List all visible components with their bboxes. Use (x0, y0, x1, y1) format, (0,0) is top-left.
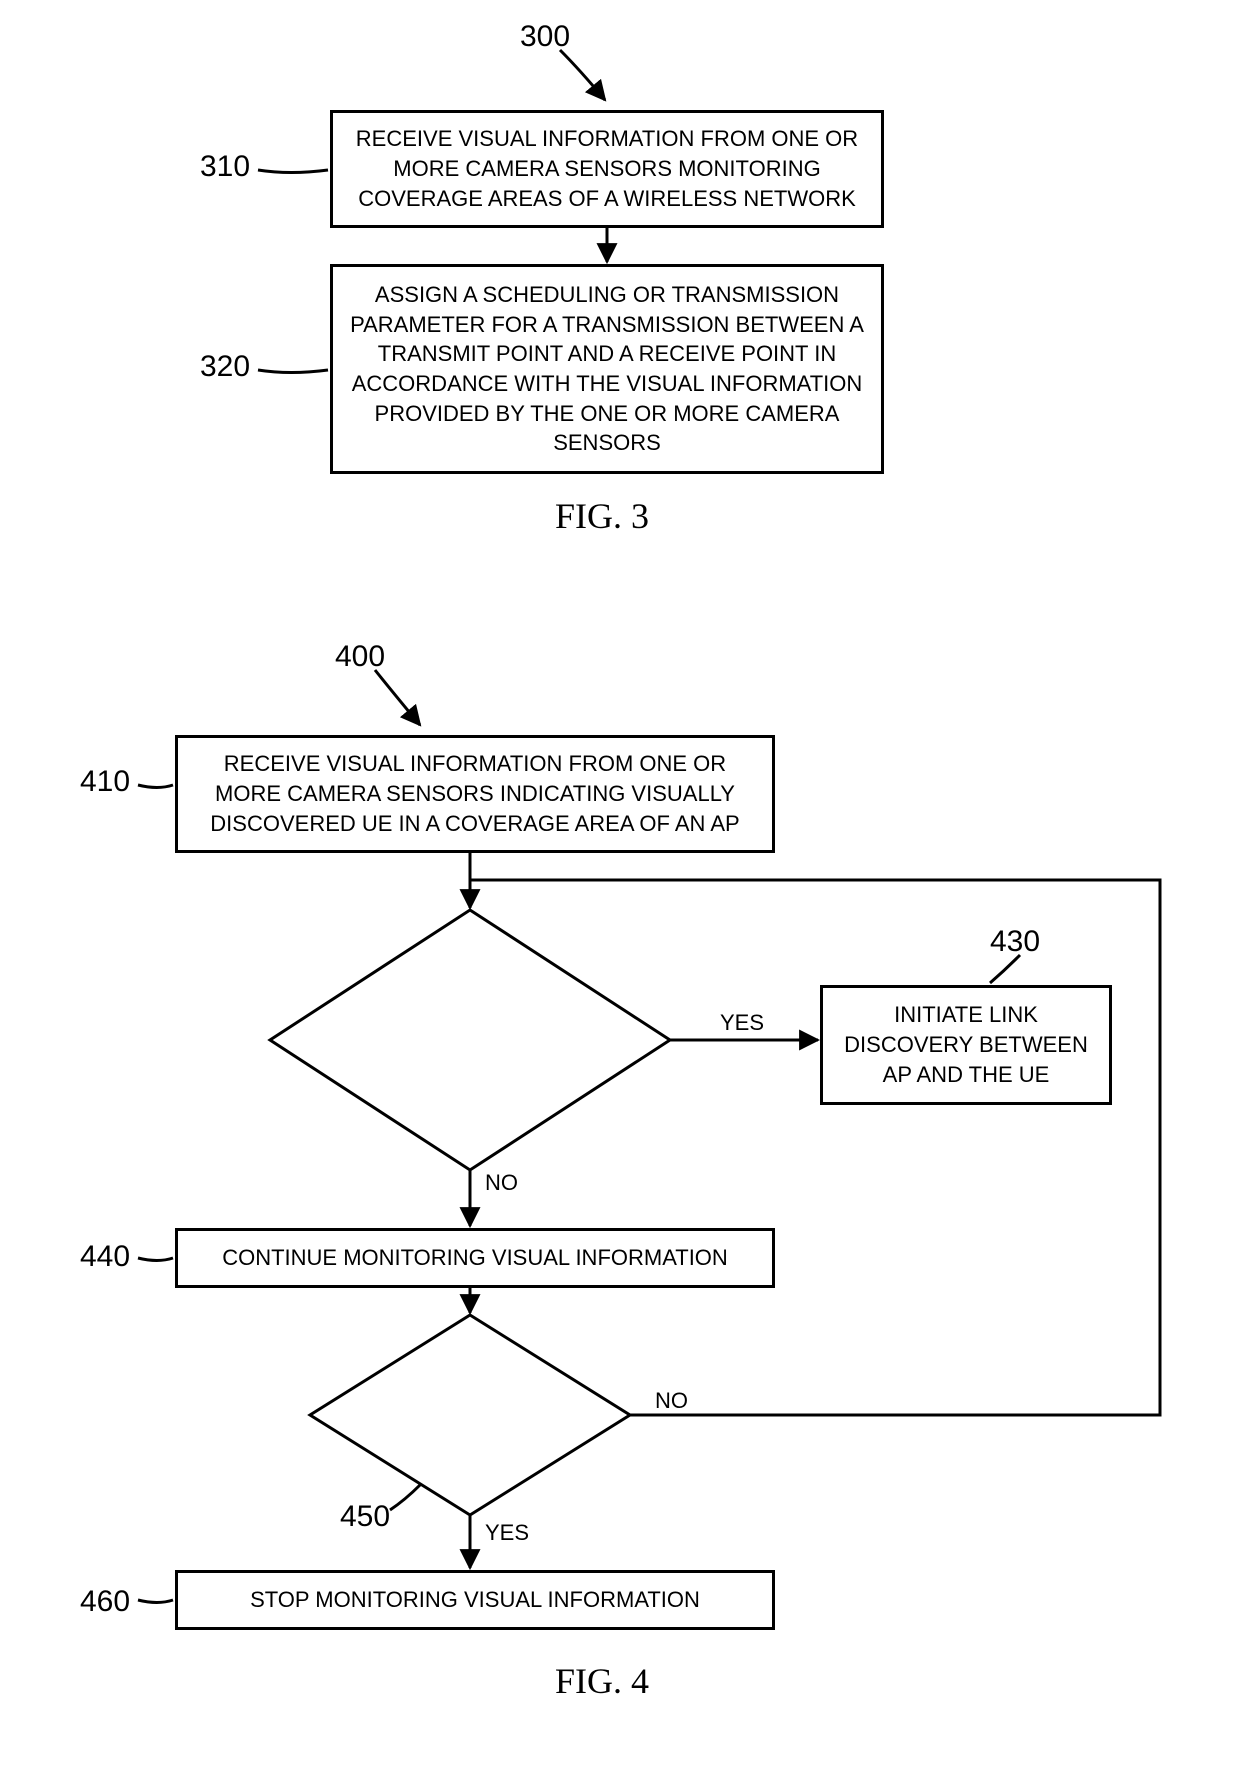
fig3-node-320: ASSIGN A SCHEDULING OR TRANSMISSION PARA… (330, 264, 884, 474)
fig3-node-310-text: RECEIVE VISUAL INFORMATION FROM ONE OR M… (347, 124, 867, 213)
fig4-node-460-text: STOP MONITORING VISUAL INFORMATION (250, 1585, 700, 1615)
fig3-node-310-ref: 310 (200, 150, 250, 184)
fig4-node-460-ref: 460 (80, 1585, 130, 1619)
fig4-node-440: CONTINUE MONITORING VISUAL INFORMATION (175, 1228, 775, 1288)
fig4-node-410-text: RECEIVE VISUAL INFORMATION FROM ONE OR M… (192, 749, 758, 838)
fig3-ref-label: 300 (520, 20, 570, 54)
fig3-caption: FIG. 3 (555, 495, 649, 537)
fig4-node-420-text: VISUAL INFORMATION SATISFY A LINK-DISCOV… (352, 986, 588, 1097)
fig4-node-420-text-wrap: VISUAL INFORMATION SATISFY A LINK-DISCOV… (348, 985, 592, 1099)
fig4-node-430-ref: 430 (990, 925, 1040, 959)
fig4-node-420-ref: 420 (420, 930, 470, 964)
fig4-node-450-text: STOP CONDITION REACHED? (410, 1381, 533, 1463)
edge-450-no: NO (655, 1388, 688, 1414)
fig4-ref-label: 400 (335, 640, 385, 674)
edge-420-yes: YES (720, 1010, 764, 1036)
fig3-node-320-text: ASSIGN A SCHEDULING OR TRANSMISSION PARA… (347, 280, 867, 458)
fig4-node-430-text: INITIATE LINK DISCOVERY BETWEEN AP AND T… (837, 1000, 1095, 1089)
fig3-node-310: RECEIVE VISUAL INFORMATION FROM ONE OR M… (330, 110, 884, 228)
fig3-node-320-ref: 320 (200, 350, 250, 384)
edge-420-no: NO (485, 1170, 518, 1196)
fig4-caption: FIG. 4 (555, 1660, 649, 1702)
fig4-node-440-ref: 440 (80, 1240, 130, 1274)
fig4-node-440-text: CONTINUE MONITORING VISUAL INFORMATION (222, 1243, 728, 1273)
fig4-node-410: RECEIVE VISUAL INFORMATION FROM ONE OR M… (175, 735, 775, 853)
fig4-node-430: INITIATE LINK DISCOVERY BETWEEN AP AND T… (820, 985, 1112, 1105)
fig4-node-450-text-wrap: STOP CONDITION REACHED? (398, 1380, 546, 1466)
fig4-node-410-ref: 410 (80, 765, 130, 799)
edge-450-yes: YES (485, 1520, 529, 1546)
fig4-node-460: STOP MONITORING VISUAL INFORMATION (175, 1570, 775, 1630)
fig4-node-450-ref: 450 (340, 1500, 390, 1534)
